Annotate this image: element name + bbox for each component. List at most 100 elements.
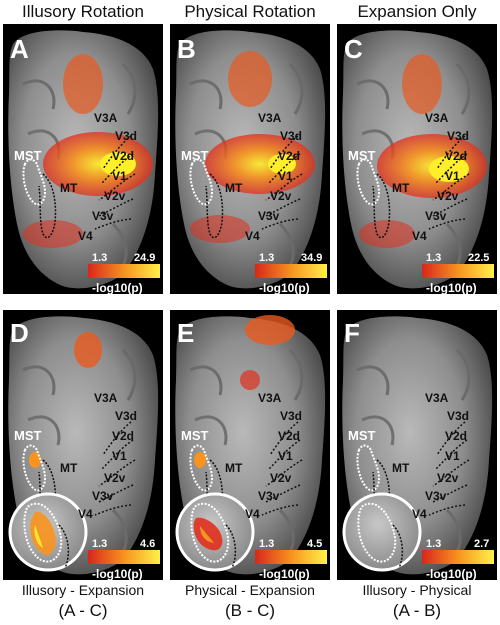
column-title-expansion: Expansion Only: [357, 2, 477, 21]
label-v3v-c: V3v: [425, 209, 447, 223]
panel-letter-d: D: [10, 318, 29, 348]
label-v3a-f: V3A: [425, 391, 449, 405]
panel-c: [335, 22, 499, 296]
label-v3a-c: V3A: [425, 111, 449, 125]
panel-letter-a: A: [10, 34, 29, 64]
panel-d: [1, 308, 165, 582]
label-v3d-b: V3d: [280, 129, 302, 143]
scale-b: 1.3 34.9 -log10(p): [255, 252, 327, 295]
label-v3d-e: V3d: [280, 409, 302, 423]
label-v3a-b: V3A: [258, 111, 282, 125]
scale-label-b: -log10(p): [259, 281, 310, 295]
scale-label-e: -log10(p): [259, 567, 310, 581]
scale-label-a: -log10(p): [92, 281, 143, 295]
scale-label-d: -log10(p): [92, 567, 143, 581]
label-v4-e: V4: [245, 507, 260, 521]
scale-min-e: 1.3: [259, 538, 274, 550]
label-v1-d: V1: [112, 449, 127, 463]
panel-letter-c: C: [344, 34, 363, 64]
label-v4-f: V4: [412, 507, 427, 521]
label-v3d-d: V3d: [115, 409, 137, 423]
label-v3a-a: V3A: [94, 111, 118, 125]
label-v2d-c: V2d: [445, 149, 467, 163]
label-v4-b: V4: [245, 229, 260, 243]
label-v2v-b: V2v: [270, 189, 292, 203]
panel-letter-f: F: [344, 318, 360, 348]
label-mt-e: MT: [225, 461, 243, 475]
label-v1-a: V1: [112, 169, 127, 183]
column-title-illusory: Illusory Rotation: [22, 2, 144, 21]
label-v3v-f: V3v: [425, 489, 447, 503]
panel-e: [168, 308, 332, 582]
label-v3v-e: V3v: [258, 489, 280, 503]
scale-min-b: 1.3: [259, 252, 274, 264]
label-v4-a: V4: [78, 229, 93, 243]
label-v2d-b: V2d: [278, 149, 300, 163]
label-mst-b: MST: [181, 148, 209, 163]
label-v2v-d: V2v: [104, 471, 126, 485]
label-v3v-b: V3v: [258, 209, 280, 223]
label-v4-d: V4: [78, 507, 93, 521]
label-v3v-a: V3v: [92, 209, 114, 223]
label-mst-c: MST: [348, 148, 376, 163]
formula-f: (A - B): [392, 601, 442, 620]
label-mst-a: MST: [14, 148, 42, 163]
scale-min-c: 1.3: [426, 252, 441, 264]
label-mst-e: MST: [181, 428, 209, 443]
scale-a: 1.3 24.9 -log10(p): [88, 252, 160, 295]
label-v2v-f: V2v: [437, 471, 459, 485]
scale-c: 1.3 22.5 -log10(p): [422, 252, 494, 295]
caption-d: Illusory - Expansion: [21, 582, 145, 598]
label-v2d-e: V2d: [278, 429, 300, 443]
label-mt-a: MT: [60, 181, 78, 195]
label-v1-c: V1: [445, 169, 460, 183]
scale-max-b: 34.9: [301, 252, 322, 264]
label-mt-b: MT: [225, 181, 243, 195]
label-v2v-c: V2v: [437, 189, 459, 203]
panel-f: [335, 308, 499, 582]
label-v2d-a: V2d: [112, 149, 134, 163]
scale-d: 1.3 4.6 -log10(p): [88, 538, 160, 581]
caption-e: Physical - Expansion: [185, 582, 315, 598]
panel-a: [1, 22, 165, 296]
scale-max-e: 4.5: [307, 538, 322, 550]
label-v2d-d: V2d: [112, 429, 134, 443]
scale-max-a: 24.9: [134, 252, 155, 264]
scale-label-f: -log10(p): [426, 567, 477, 581]
label-v2v-a: V2v: [104, 189, 126, 203]
scale-f: 1.3 2.7 -log10(p): [422, 538, 494, 581]
label-v3v-d: V3v: [92, 489, 114, 503]
label-mt-d: MT: [60, 461, 78, 475]
scale-max-d: 4.6: [140, 538, 155, 550]
label-v3d-f: V3d: [447, 409, 469, 423]
label-mst-d: MST: [14, 428, 42, 443]
scale-min-a: 1.3: [92, 252, 107, 264]
panel-letter-b: B: [177, 34, 196, 64]
scale-label-c: -log10(p): [426, 281, 477, 295]
label-v2v-e: V2v: [270, 471, 292, 485]
column-title-physical: Physical Rotation: [184, 2, 316, 21]
scale-min-f: 1.3: [426, 538, 441, 550]
label-v2d-f: V2d: [445, 429, 467, 443]
label-v3a-e: V3A: [258, 391, 282, 405]
scale-max-f: 2.7: [474, 538, 489, 550]
label-v1-b: V1: [278, 169, 293, 183]
panel-b: [168, 22, 332, 296]
caption-f: Illusory - Physical: [362, 582, 472, 598]
label-v4-c: V4: [412, 229, 427, 243]
formula-e: (B - C): [224, 601, 276, 620]
scale-max-c: 22.5: [468, 252, 489, 264]
scale-min-d: 1.3: [92, 538, 107, 550]
scale-e: 1.3 4.5 -log10(p): [255, 538, 327, 581]
label-mt-f: MT: [392, 461, 410, 475]
formula-d: (A - C): [58, 601, 108, 620]
label-v1-f: V1: [445, 449, 460, 463]
label-v1-e: V1: [278, 449, 293, 463]
label-v3d-a: V3d: [115, 129, 137, 143]
label-mst-f: MST: [348, 428, 376, 443]
label-v3d-c: V3d: [447, 129, 469, 143]
label-v3a-d: V3A: [94, 391, 118, 405]
panel-letter-e: E: [177, 318, 194, 348]
label-mt-c: MT: [392, 181, 410, 195]
